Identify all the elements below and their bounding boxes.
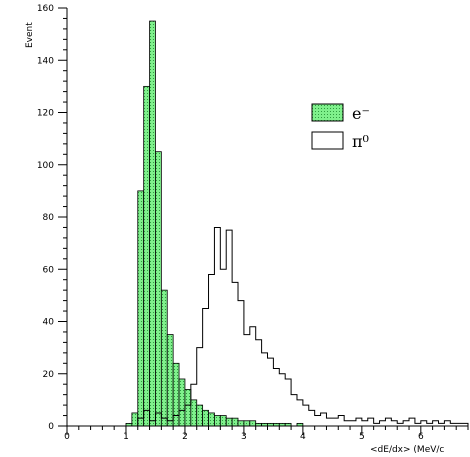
electron-bin-bar <box>178 378 186 427</box>
electron-bin-bar <box>131 412 139 427</box>
electron-bin-bar <box>184 389 192 427</box>
electron-bin-bar <box>219 415 227 427</box>
electron-bin-bar <box>202 409 209 427</box>
y-tick-label: 60 <box>43 265 55 275</box>
x-tick-label: 4 <box>300 432 306 442</box>
x-tick-label: 5 <box>359 432 365 442</box>
y-tick-label: 0 <box>48 422 54 432</box>
x-tick-label: 6 <box>418 432 424 442</box>
legend: e⁻ π⁰ <box>311 103 370 151</box>
y-tick-label: 100 <box>37 161 54 171</box>
electron-bin-bar <box>237 420 245 427</box>
electron-bin-bar <box>160 289 168 427</box>
electron-bin-bar <box>143 85 150 427</box>
y-tick-label: 20 <box>43 370 55 380</box>
electron-bin-bar <box>249 420 257 427</box>
y-tick-label: 40 <box>43 318 55 328</box>
electron-bin-bar <box>196 404 204 427</box>
pion-histogram-outline <box>125 226 469 427</box>
electron-bin-bar <box>172 362 180 427</box>
axes-layer <box>66 8 468 427</box>
x-tick-label: 2 <box>182 432 188 442</box>
electron-bin-bar <box>231 417 239 427</box>
legend-swatch <box>311 103 344 122</box>
legend-label: π⁰ <box>352 132 369 151</box>
electron-bin-bar <box>225 417 233 427</box>
x-tick-label: 0 <box>64 432 70 442</box>
x-tick-label: 1 <box>123 432 129 442</box>
ticks-layer: 0 20 40 60 80 100 120 140 160 0 1 2 3 4 5 6 <box>37 4 469 442</box>
electron-bin-bar <box>137 190 145 427</box>
y-axis-label: Event <box>25 22 35 48</box>
series-pion <box>125 226 469 427</box>
electron-bin-bar <box>166 334 174 427</box>
electron-bin-bar <box>243 420 251 427</box>
series-layer <box>125 20 469 427</box>
x-tick-label: 3 <box>241 432 247 442</box>
y-tick-label: 120 <box>37 109 54 119</box>
legend-label: e⁻ <box>352 104 370 123</box>
series-electron <box>125 20 304 427</box>
x-axis-label: <dE/dx> (MeV/c <box>370 445 444 455</box>
y-tick-label: 140 <box>37 56 54 66</box>
electron-bin-bar <box>155 151 162 427</box>
electron-bin-bar <box>208 412 215 427</box>
legend-swatch <box>311 131 344 150</box>
y-tick-label: 160 <box>37 4 54 14</box>
y-tick-label: 80 <box>43 213 55 223</box>
electron-bin-bar <box>190 399 198 427</box>
electron-bin-bar <box>214 415 221 427</box>
electron-bin-bar <box>149 20 156 427</box>
